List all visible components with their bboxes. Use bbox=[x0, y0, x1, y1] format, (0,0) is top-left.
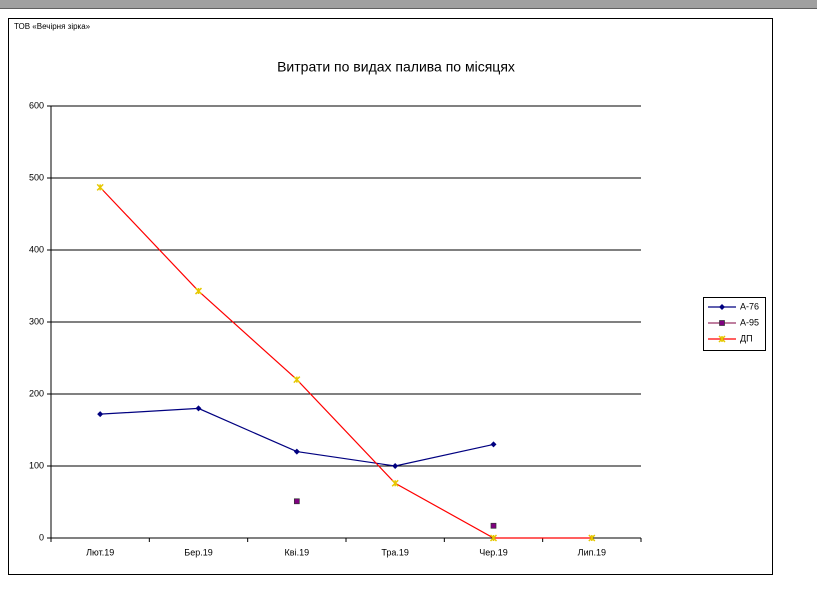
legend bbox=[703, 297, 766, 351]
legend-label: ДП bbox=[740, 333, 753, 343]
series-line bbox=[99, 186, 592, 539]
legend-label: А-76 bbox=[740, 301, 759, 311]
x-tick-label: Тра.19 bbox=[381, 547, 409, 557]
company-name: ТОВ «Вечірня зірка» bbox=[14, 22, 91, 31]
data-point bbox=[490, 441, 497, 448]
window-edge bbox=[0, 8, 817, 9]
data-point bbox=[293, 448, 300, 455]
window-bar bbox=[0, 0, 817, 8]
chart-title: Витрати по видах палива по місяцях bbox=[277, 59, 515, 75]
y-tick-label: 100 bbox=[29, 460, 44, 470]
data-point bbox=[194, 287, 203, 295]
data-point bbox=[392, 463, 399, 469]
data-point bbox=[490, 522, 497, 529]
y-tick-label: 400 bbox=[29, 244, 44, 254]
x-tick-label: Кві.19 bbox=[285, 547, 310, 557]
x-tick-label: Лип.19 bbox=[578, 547, 606, 557]
y-tick-label: 200 bbox=[29, 388, 44, 398]
data-point bbox=[293, 498, 300, 505]
chart-area bbox=[8, 18, 773, 575]
data-point bbox=[97, 411, 104, 418]
data-point bbox=[391, 479, 399, 487]
data-point bbox=[293, 376, 301, 384]
x-tick-label: Бер.19 bbox=[184, 547, 212, 557]
legend-marker bbox=[718, 335, 726, 343]
y-tick-label: 0 bbox=[39, 532, 44, 542]
data-point bbox=[195, 405, 202, 412]
legend-marker bbox=[719, 304, 725, 310]
legend-label: А-95 bbox=[740, 317, 759, 327]
data-point bbox=[489, 534, 498, 542]
legend-marker bbox=[719, 320, 725, 326]
x-tick-label: Лют.19 bbox=[86, 547, 114, 557]
y-tick-label: 300 bbox=[29, 316, 44, 326]
y-tick-label: 500 bbox=[29, 172, 44, 182]
x-tick-label: Чер.19 bbox=[479, 547, 508, 557]
data-point bbox=[96, 183, 104, 191]
y-tick-label: 600 bbox=[29, 100, 44, 110]
data-point bbox=[588, 534, 596, 542]
